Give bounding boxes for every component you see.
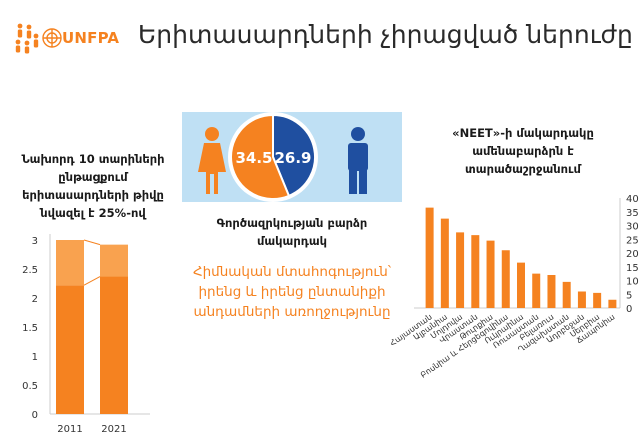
unfpa-logo-people-icon — [15, 23, 39, 54]
left-panel-title: Նախորդ 10 տարիների ընթացքում երիտասարդնե… — [21, 152, 165, 220]
left-y-tick-label: 1 — [32, 352, 38, 363]
right-bar — [486, 240, 495, 308]
right-x-tick-label: Թուրքիա — [458, 312, 495, 342]
health-concern-text: Հիմնական մտահոգություն՝ իրենց և իրենց ըն… — [192, 264, 392, 320]
left-y-tick-label: 2.5 — [22, 265, 38, 276]
right-y-tick-label: 35 — [626, 208, 639, 219]
right-bar — [562, 281, 571, 308]
right-x-tick-label: Ռուսաստան — [491, 312, 540, 350]
right-bar — [532, 273, 541, 308]
left-x-tick-label: 2011 — [57, 424, 82, 435]
right-y-tick-label: 5 — [626, 290, 632, 301]
left-bar-segment — [56, 240, 84, 286]
un-emblem-icon — [42, 28, 62, 48]
right-x-tick-label: Ալբանիա — [412, 312, 449, 342]
right-bar — [425, 207, 434, 308]
left-bar-segment — [56, 285, 84, 414]
header: UNFPA Երիտասարդների չիրացված ներուժը — [0, 0, 640, 90]
right-bar — [440, 218, 449, 308]
right-y-tick-label: 30 — [626, 222, 639, 233]
left-bar-segment — [100, 244, 128, 277]
right-y-tick-label: 15 — [626, 263, 639, 274]
page-title: Երիտասարդների չիրացված ներուժը — [138, 20, 633, 49]
left-y-tick-label: 0.5 — [22, 381, 38, 392]
right-bar — [471, 235, 480, 308]
right-x-tick-label: Բոսնիա և Հերցեգովինա — [419, 312, 510, 380]
left-y-tick-label: 2 — [32, 294, 38, 305]
female-figure-icon — [198, 127, 226, 194]
left-connector-mid — [83, 276, 101, 286]
left-bar-segment — [100, 276, 128, 414]
right-bar — [593, 292, 602, 308]
right-bar — [501, 250, 510, 308]
left-connector-top — [83, 239, 101, 246]
right-x-tick-label: Մոլդովա — [429, 312, 464, 341]
unemployment-subtitle: Գործազրկության բարձր մակարդակ — [216, 216, 368, 248]
right-x-tick-label: Ճապոնիա — [575, 312, 617, 345]
left-y-tick-label: 1.5 — [22, 323, 38, 334]
left-y-tick-label: 0 — [32, 410, 38, 421]
left-x-tick-label: 2021 — [101, 424, 126, 435]
right-x-tick-label: Վրաստան — [438, 312, 480, 345]
right-bar — [608, 299, 617, 308]
male-figure-icon — [348, 127, 368, 194]
right-y-tick-label: 0 — [626, 304, 632, 315]
left-y-tick-label: 3 — [32, 236, 38, 247]
right-x-tick-label: Ադրբեջան — [545, 312, 586, 345]
right-x-tick-label: Սերբիա — [568, 312, 601, 339]
right-x-tick-label: Ուկրաինա — [483, 312, 525, 345]
logo-text: UNFPA — [62, 29, 120, 47]
right-panel-title: «NEET»-ի մակարդակը ամենաբարձրն է տարածաշ… — [452, 126, 594, 176]
center-banner — [182, 112, 402, 202]
right-y-tick-label: 20 — [626, 249, 639, 260]
right-bar — [517, 262, 525, 308]
right-bar — [547, 275, 556, 308]
right-y-tick-label: 10 — [626, 277, 639, 288]
right-bar — [456, 232, 465, 308]
right-bar — [577, 291, 586, 308]
unfpa-logo — [15, 23, 62, 54]
right-x-tick-label: Բելառուս — [518, 312, 556, 342]
right-y-tick-label: 25 — [626, 235, 639, 246]
right-x-tick-label: Ղազախստան — [516, 312, 571, 354]
right-y-tick-label: 40 — [626, 194, 639, 205]
